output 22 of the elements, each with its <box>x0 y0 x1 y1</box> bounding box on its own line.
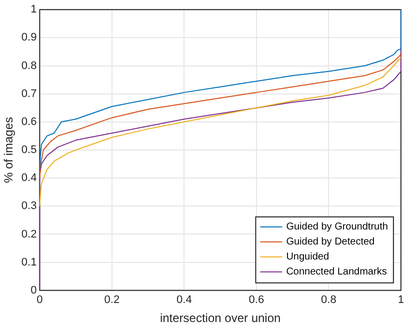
y-tick-label: 0.8 <box>21 60 37 72</box>
y-tick-label: 0.4 <box>21 172 37 184</box>
y-axis-title: % of images <box>2 116 16 184</box>
legend-label: Connected Landmarks <box>286 266 387 278</box>
x-tick-label: 0.8 <box>321 294 336 306</box>
y-tick-label: 1 <box>30 4 37 16</box>
y-tick-label: 0.6 <box>21 116 37 128</box>
legend-label: Guided by Detected <box>286 236 375 248</box>
y-tick-label: 0.5 <box>21 144 37 156</box>
x-tick-label: 1 <box>398 294 404 306</box>
y-tick-label: 0.9 <box>21 32 37 44</box>
x-axis-title: intersection over union <box>160 311 281 326</box>
x-tick-label: 0.4 <box>176 294 192 306</box>
legend-label: Unguided <box>286 252 330 263</box>
legend-label: Guided by Groundtruth <box>286 222 388 233</box>
x-tick-label: 0.2 <box>104 294 120 306</box>
y-tick-label: 0.3 <box>21 200 37 212</box>
y-tick-label: 0.7 <box>21 88 37 100</box>
y-tick-label: 0 <box>30 284 37 296</box>
x-tick-label: 0.6 <box>248 294 264 306</box>
y-tick-label: 0.2 <box>21 228 37 240</box>
y-tick-label: 0.1 <box>21 256 37 268</box>
